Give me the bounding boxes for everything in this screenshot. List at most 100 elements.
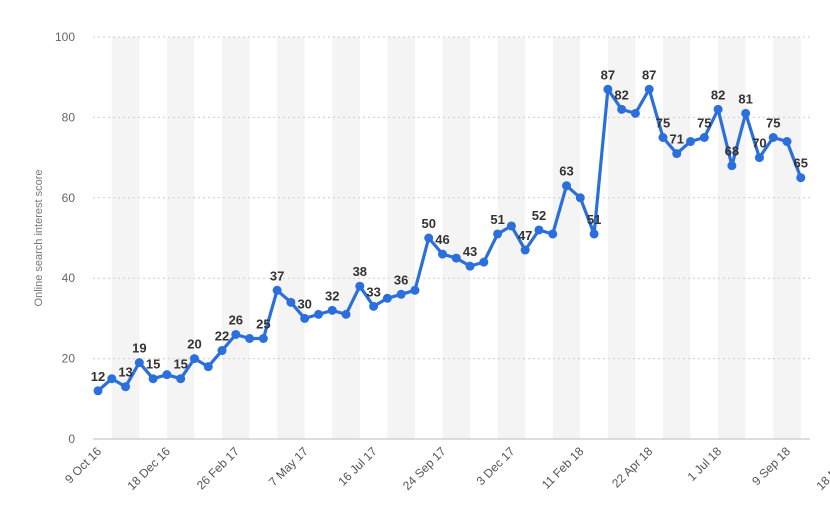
data-point bbox=[658, 133, 668, 142]
background-band bbox=[497, 37, 526, 439]
background-band bbox=[607, 37, 636, 439]
data-point bbox=[782, 137, 792, 147]
data-point bbox=[603, 84, 613, 94]
background-band bbox=[222, 37, 250, 439]
series-line-group bbox=[93, 84, 806, 396]
data-label: 87 bbox=[642, 67, 656, 82]
data-point bbox=[176, 374, 186, 384]
data-point bbox=[520, 245, 530, 255]
data-label: 65 bbox=[794, 156, 808, 171]
data-point bbox=[672, 149, 682, 159]
data-label: 12 bbox=[91, 369, 105, 384]
background-band bbox=[277, 37, 305, 439]
data-point bbox=[548, 229, 558, 239]
data-point bbox=[589, 229, 599, 239]
y-axis-ticks: 0 20 40 60 80 100 bbox=[55, 30, 75, 446]
data-point bbox=[741, 108, 751, 118]
data-label: 38 bbox=[353, 264, 367, 279]
data-label: 87 bbox=[601, 67, 615, 82]
y-tick-label: 40 bbox=[62, 271, 76, 285]
data-point bbox=[327, 305, 337, 315]
data-label: 82 bbox=[614, 87, 628, 102]
y-axis-label: Online search interest score bbox=[33, 170, 45, 307]
x-tick-label: 11 Feb 18 bbox=[539, 444, 587, 492]
background-bands bbox=[111, 37, 801, 439]
data-point bbox=[699, 133, 709, 142]
x-tick-label: 1 Jul 18 bbox=[685, 444, 725, 484]
data-point bbox=[231, 329, 241, 339]
data-point bbox=[245, 334, 255, 343]
data-label: 37 bbox=[270, 268, 284, 283]
data-point bbox=[382, 293, 392, 303]
data-point bbox=[369, 301, 379, 311]
data-label: 75 bbox=[766, 116, 780, 131]
data-point bbox=[506, 221, 516, 231]
y-tick-label: 60 bbox=[62, 191, 76, 205]
background-band bbox=[718, 37, 746, 439]
data-label: 15 bbox=[173, 357, 187, 372]
data-label: 63 bbox=[559, 164, 573, 179]
background-band bbox=[552, 37, 581, 439]
background-band bbox=[166, 37, 195, 439]
data-point bbox=[479, 257, 489, 267]
data-label: 52 bbox=[532, 208, 546, 223]
data-point bbox=[451, 253, 461, 263]
data-point bbox=[727, 161, 737, 171]
x-axis-ticks: 9 Oct 16 18 Dec 16 26 Feb 17 7 May 17 16 Jul… bbox=[62, 444, 830, 493]
data-point bbox=[341, 309, 351, 319]
x-tick-label: 9 Oct 16 bbox=[62, 444, 104, 486]
data-label: 81 bbox=[738, 91, 752, 106]
data-point bbox=[630, 108, 640, 118]
data-point bbox=[121, 382, 131, 392]
data-label: 75 bbox=[697, 116, 711, 131]
data-point bbox=[217, 346, 227, 356]
data-point bbox=[134, 358, 144, 368]
y-tick-label: 80 bbox=[62, 110, 76, 124]
data-point bbox=[313, 309, 323, 319]
data-point bbox=[534, 225, 544, 235]
x-tick-label: 9 Sep 18 bbox=[749, 444, 793, 488]
data-label: 46 bbox=[435, 232, 449, 247]
data-label: 15 bbox=[146, 357, 160, 372]
data-point bbox=[203, 362, 213, 372]
data-point bbox=[300, 313, 310, 323]
y-tick-label: 0 bbox=[68, 432, 75, 446]
data-point bbox=[424, 233, 434, 243]
data-point bbox=[272, 285, 282, 295]
data-point bbox=[162, 370, 172, 380]
data-point bbox=[768, 133, 778, 142]
data-label: 43 bbox=[463, 244, 477, 259]
data-label: 68 bbox=[725, 144, 739, 159]
data-point bbox=[189, 354, 199, 364]
data-label: 50 bbox=[421, 216, 435, 231]
data-point bbox=[686, 137, 696, 147]
x-tick-label: 22 Apr 18 bbox=[609, 444, 655, 490]
data-point bbox=[107, 374, 117, 384]
data-label: 30 bbox=[297, 296, 311, 311]
data-label: 75 bbox=[656, 116, 670, 131]
data-label: 70 bbox=[752, 136, 766, 151]
data-label: 36 bbox=[394, 272, 408, 287]
x-tick-label: 7 May 17 bbox=[266, 444, 311, 489]
data-point bbox=[796, 173, 806, 183]
data-label: 25 bbox=[256, 317, 270, 332]
data-point bbox=[93, 386, 103, 396]
data-point bbox=[438, 249, 447, 259]
background-band bbox=[332, 37, 360, 439]
x-tick-label: 24 Sep 17 bbox=[400, 444, 449, 493]
data-point bbox=[713, 104, 723, 114]
series-line bbox=[96, 87, 803, 393]
x-tick-label: 3 Dec 17 bbox=[474, 444, 518, 488]
data-point bbox=[410, 285, 420, 295]
data-point bbox=[617, 104, 627, 114]
data-point bbox=[286, 297, 296, 307]
data-point bbox=[493, 229, 503, 239]
data-point bbox=[396, 289, 406, 299]
y-tick-label: 20 bbox=[62, 352, 76, 366]
data-label: 51 bbox=[490, 212, 504, 227]
data-point bbox=[258, 334, 268, 343]
data-point bbox=[644, 84, 654, 94]
gridlines bbox=[93, 36, 810, 440]
